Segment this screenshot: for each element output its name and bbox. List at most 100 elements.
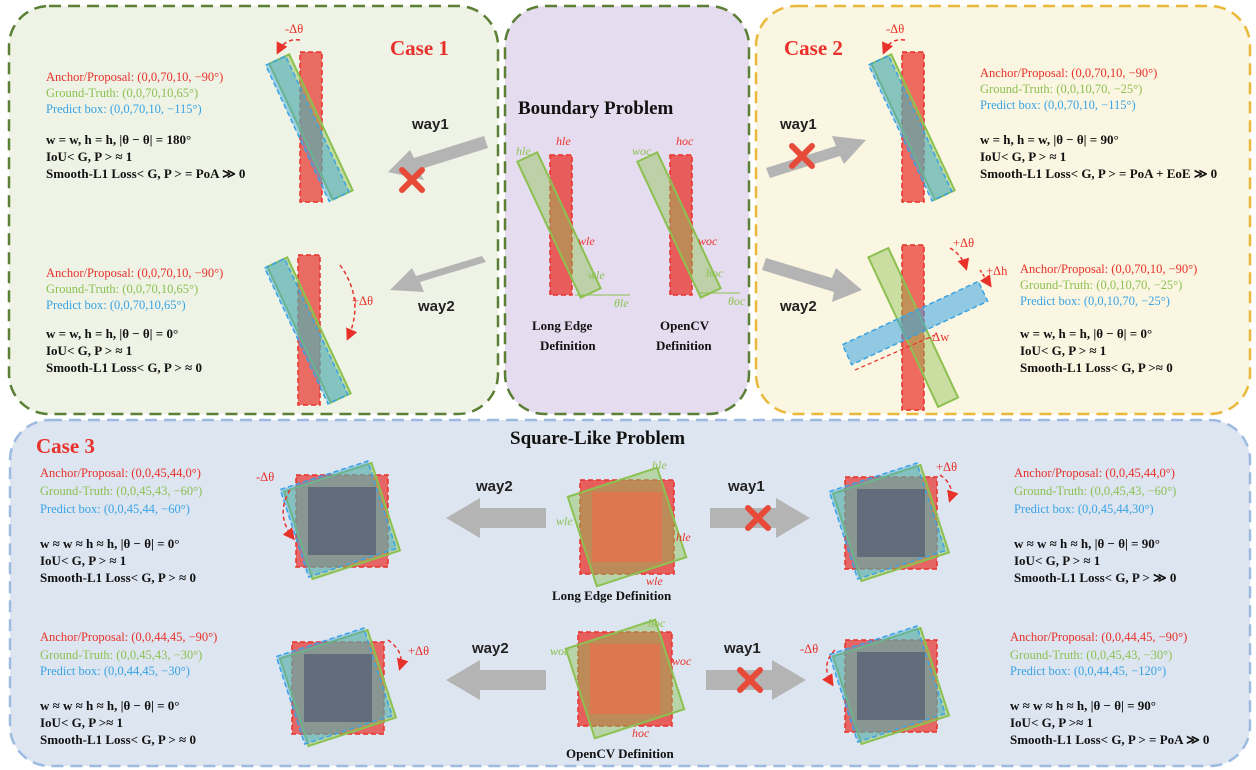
size-relation-text: w = w, h = h, |θ − θ| = 0° xyxy=(46,326,179,341)
case3-tl-dtheta: -Δθ xyxy=(256,470,275,484)
w-le-symbol: wle xyxy=(588,268,605,282)
case1-bottom-boxes xyxy=(263,254,358,406)
h-oc-symbol-red: hoc xyxy=(676,134,694,148)
boundary-panel xyxy=(503,4,751,416)
loss-text: Smooth-L1 Loss< G, P >≈ 0 xyxy=(1020,360,1173,375)
boundary-problem-title: Boundary Problem xyxy=(518,98,674,119)
case3-long-edge-square xyxy=(566,466,688,588)
size-relation-text: w ≈ w ≈ h ≈ h, |θ − θ| = 0° xyxy=(40,536,180,551)
opencv-definition-label: OpenCV Definition xyxy=(566,746,674,761)
case3-h-le-symbol-red: hle xyxy=(676,530,691,544)
rotation-arrow xyxy=(276,39,301,55)
case1-bottom-dtheta: +Δθ xyxy=(352,294,374,308)
case1-way2-arrow xyxy=(390,256,486,292)
case3-tl-squares xyxy=(279,460,402,581)
case1-way2-label: way2 xyxy=(418,298,455,315)
case3-top-way2-label: way2 xyxy=(476,478,513,495)
case1-panel xyxy=(7,4,500,416)
case1-top-boxes xyxy=(264,39,354,203)
anchor-text: Anchor/Proposal: (0,0,44,45, −90°) xyxy=(1010,630,1188,644)
case3-bl-squares xyxy=(275,627,409,748)
case3-opencv-square xyxy=(564,618,686,740)
iou-text: IoU< G, P > ≈ 1 xyxy=(40,553,127,568)
case3-w-le-symbol: wle xyxy=(556,514,573,528)
iou-text: IoU< G, P > ≈ 1 xyxy=(46,149,133,164)
anchor-text: Anchor/Proposal: (0,0,45,44,0°) xyxy=(1014,466,1175,480)
case3-br-dtheta: -Δθ xyxy=(800,642,819,656)
case1-way1-label: way1 xyxy=(412,116,449,133)
case3-w-oc-symbol: woc xyxy=(550,644,570,658)
case2-top-dtheta: -Δθ xyxy=(886,22,905,36)
loss-text: Smooth-L1 Loss< G, P > ≈ 0 xyxy=(40,732,196,747)
predict-text: Predict box: (0,0,45,44, −60°) xyxy=(40,502,190,516)
case3-h-le-symbol: hle xyxy=(652,458,667,472)
anchor-text: Anchor/Proposal: (0,0,70,10, −90°) xyxy=(980,66,1158,80)
case3-top-way1-arrow xyxy=(710,498,810,538)
size-relation-text: w ≈ w ≈ h ≈ h, |θ − θ| = 90° xyxy=(1014,536,1160,551)
groundtruth-text: Ground-Truth: (0,0,10,70, −25°) xyxy=(980,82,1143,96)
predict-text: Predict box: (0,0,70,10,65°) xyxy=(46,298,186,312)
iou-text: IoU< G, P >≈ 1 xyxy=(1010,715,1093,730)
iou-text: IoU< G, P >≈ 1 xyxy=(40,715,123,730)
case3-tr-dtheta: +Δθ xyxy=(936,460,958,474)
long-edge-label-line2: Definition xyxy=(540,338,596,353)
predict-text: Predict box: (0,0,44,45, −120°) xyxy=(1010,664,1167,678)
iou-text: IoU< G, P > ≈ 1 xyxy=(980,149,1067,164)
size-relation-text: w = w, h = h, |θ − θ| = 180° xyxy=(46,132,192,147)
case2-bottom-dh: +Δh xyxy=(986,264,1008,278)
groundtruth-text: Ground-Truth: (0,0,70,10,65°) xyxy=(46,86,199,100)
h-le-symbol-red: hle xyxy=(556,134,571,148)
predict-text: Predict box: (0,0,70,10, −115°) xyxy=(46,102,202,116)
opencv-label-line2: Definition xyxy=(656,338,712,353)
groundtruth-text: Ground-Truth: (0,0,45,43, −60°) xyxy=(40,484,203,498)
w-oc-symbol: woc xyxy=(632,144,652,158)
case3-bottom-way1-label: way1 xyxy=(724,640,761,657)
opencv-definition-figure xyxy=(636,151,740,299)
loss-text: Smooth-L1 Loss< G, P > = PoA + EoE ≫ 0 xyxy=(980,166,1218,181)
case2-way1-arrow xyxy=(766,136,866,178)
predict-box xyxy=(264,55,351,203)
loss-text: Smooth-L1 Loss< G, P > ≫ 0 xyxy=(1014,570,1177,585)
long-edge-definition-label: Long Edge Definition xyxy=(552,588,672,603)
case3-top-way2-arrow xyxy=(446,498,546,538)
case3-top-way1-label: way1 xyxy=(728,478,765,495)
case2-bottom-dw: -Δw xyxy=(928,330,950,344)
case3-bottom-way1-arrow xyxy=(706,660,806,700)
anchor-text: Anchor/Proposal: (0,0,45,44,0°) xyxy=(40,466,201,480)
size-relation-text: w ≈ w ≈ h ≈ h, |θ − θ| = 90° xyxy=(1010,698,1156,713)
case2-bottom-dtheta: +Δθ xyxy=(953,236,975,250)
case1-way1-arrow xyxy=(388,136,488,193)
case3-bottom-way2-arrow xyxy=(446,660,546,700)
case2-bottom-boxes xyxy=(841,244,992,411)
iou-text: IoU< G, P > ≈ 1 xyxy=(46,343,133,358)
loss-text: Smooth-L1 Loss< G, P > = PoA ≫ 0 xyxy=(1010,732,1210,747)
case3-title: Case 3 xyxy=(36,434,95,458)
groundtruth-text: Ground-Truth: (0,0,45,43, −30°) xyxy=(1010,648,1173,662)
h-le-symbol: hle xyxy=(516,144,531,158)
size-relation-text: w = w, h = h, |θ − θ| = 0° xyxy=(1020,326,1153,341)
opencv-label-line1: OpenCV xyxy=(660,318,710,333)
case2-top-boxes xyxy=(867,39,956,203)
groundtruth-text: Ground-Truth: (0,0,70,10,65°) xyxy=(46,282,199,296)
loss-text: Smooth-L1 Loss< G, P > = PoA ≫ 0 xyxy=(46,166,246,181)
loss-text: Smooth-L1 Loss< G, P > ≈ 0 xyxy=(40,570,196,585)
case3-w-oc-symbol-red: woc xyxy=(672,654,692,668)
anchor-text: Anchor/Proposal: (0,0,70,10, −90°) xyxy=(46,70,224,84)
case2-panel xyxy=(754,4,1252,416)
predict-text: Predict box: (0,0,44,45, −30°) xyxy=(40,664,190,678)
case1-title: Case 1 xyxy=(390,36,449,60)
h-oc-symbol: hoc xyxy=(706,266,724,280)
iou-text: IoU< G, P > ≈ 1 xyxy=(1020,343,1107,358)
iou-text: IoU< G, P > ≈ 1 xyxy=(1014,553,1101,568)
theta-le-symbol: θle xyxy=(614,296,629,310)
case3-bottom-way2-label: way2 xyxy=(472,640,509,657)
case3-h-oc-symbol: hoc xyxy=(648,616,666,630)
square-like-problem-title: Square-Like Problem xyxy=(510,428,686,449)
case1-top-dtheta: -Δθ xyxy=(285,22,304,36)
predict-text: Predict box: (0,0,45,44,30°) xyxy=(1014,502,1154,516)
predict-text: Predict box: (0,0,10,70, −25°) xyxy=(1020,294,1170,308)
w-le-symbol-red: wle xyxy=(578,234,595,248)
case3-bl-dtheta: +Δθ xyxy=(408,644,430,658)
groundtruth-text: Ground-Truth: (0,0,45,43, −30°) xyxy=(40,648,203,662)
